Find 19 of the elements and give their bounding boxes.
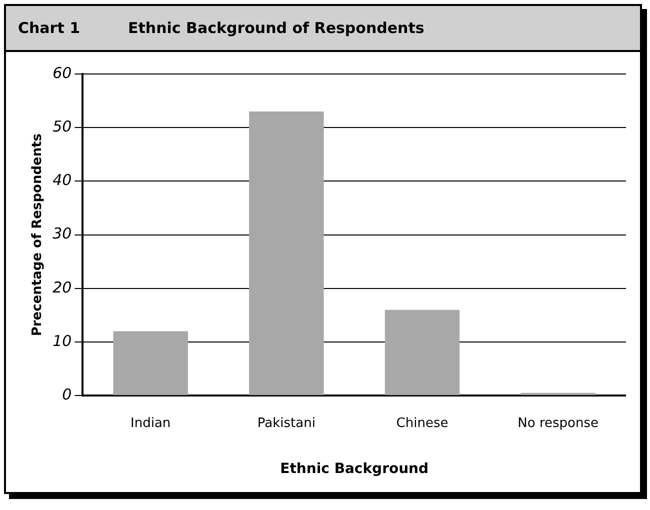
- y-tick-label: 0: [62, 385, 72, 404]
- y-tick-label: 20: [52, 278, 72, 296]
- x-tick-label: No response: [518, 416, 599, 431]
- bar: [113, 331, 188, 396]
- x-axis-title: Ethnic Background: [280, 461, 429, 478]
- x-tick-label: Chinese: [396, 416, 448, 431]
- y-tick-label: 50: [52, 117, 72, 136]
- bar: [384, 310, 460, 396]
- y-tick-label: 40: [52, 171, 72, 190]
- chart-title: Ethnic Background of Respondents: [128, 19, 424, 37]
- x-tick-label: Pakistani: [257, 416, 316, 431]
- y-tick-label: 60: [52, 64, 72, 82]
- caption: Chart 1: [17, 19, 82, 37]
- bar: [520, 392, 596, 396]
- y-tick-label: 10: [52, 332, 72, 350]
- y-axis-title: Precentage of Respondents: [30, 133, 46, 336]
- y-tick-label: 30: [52, 224, 72, 243]
- x-tick-label: Indian: [130, 416, 171, 431]
- bar: [249, 112, 324, 396]
